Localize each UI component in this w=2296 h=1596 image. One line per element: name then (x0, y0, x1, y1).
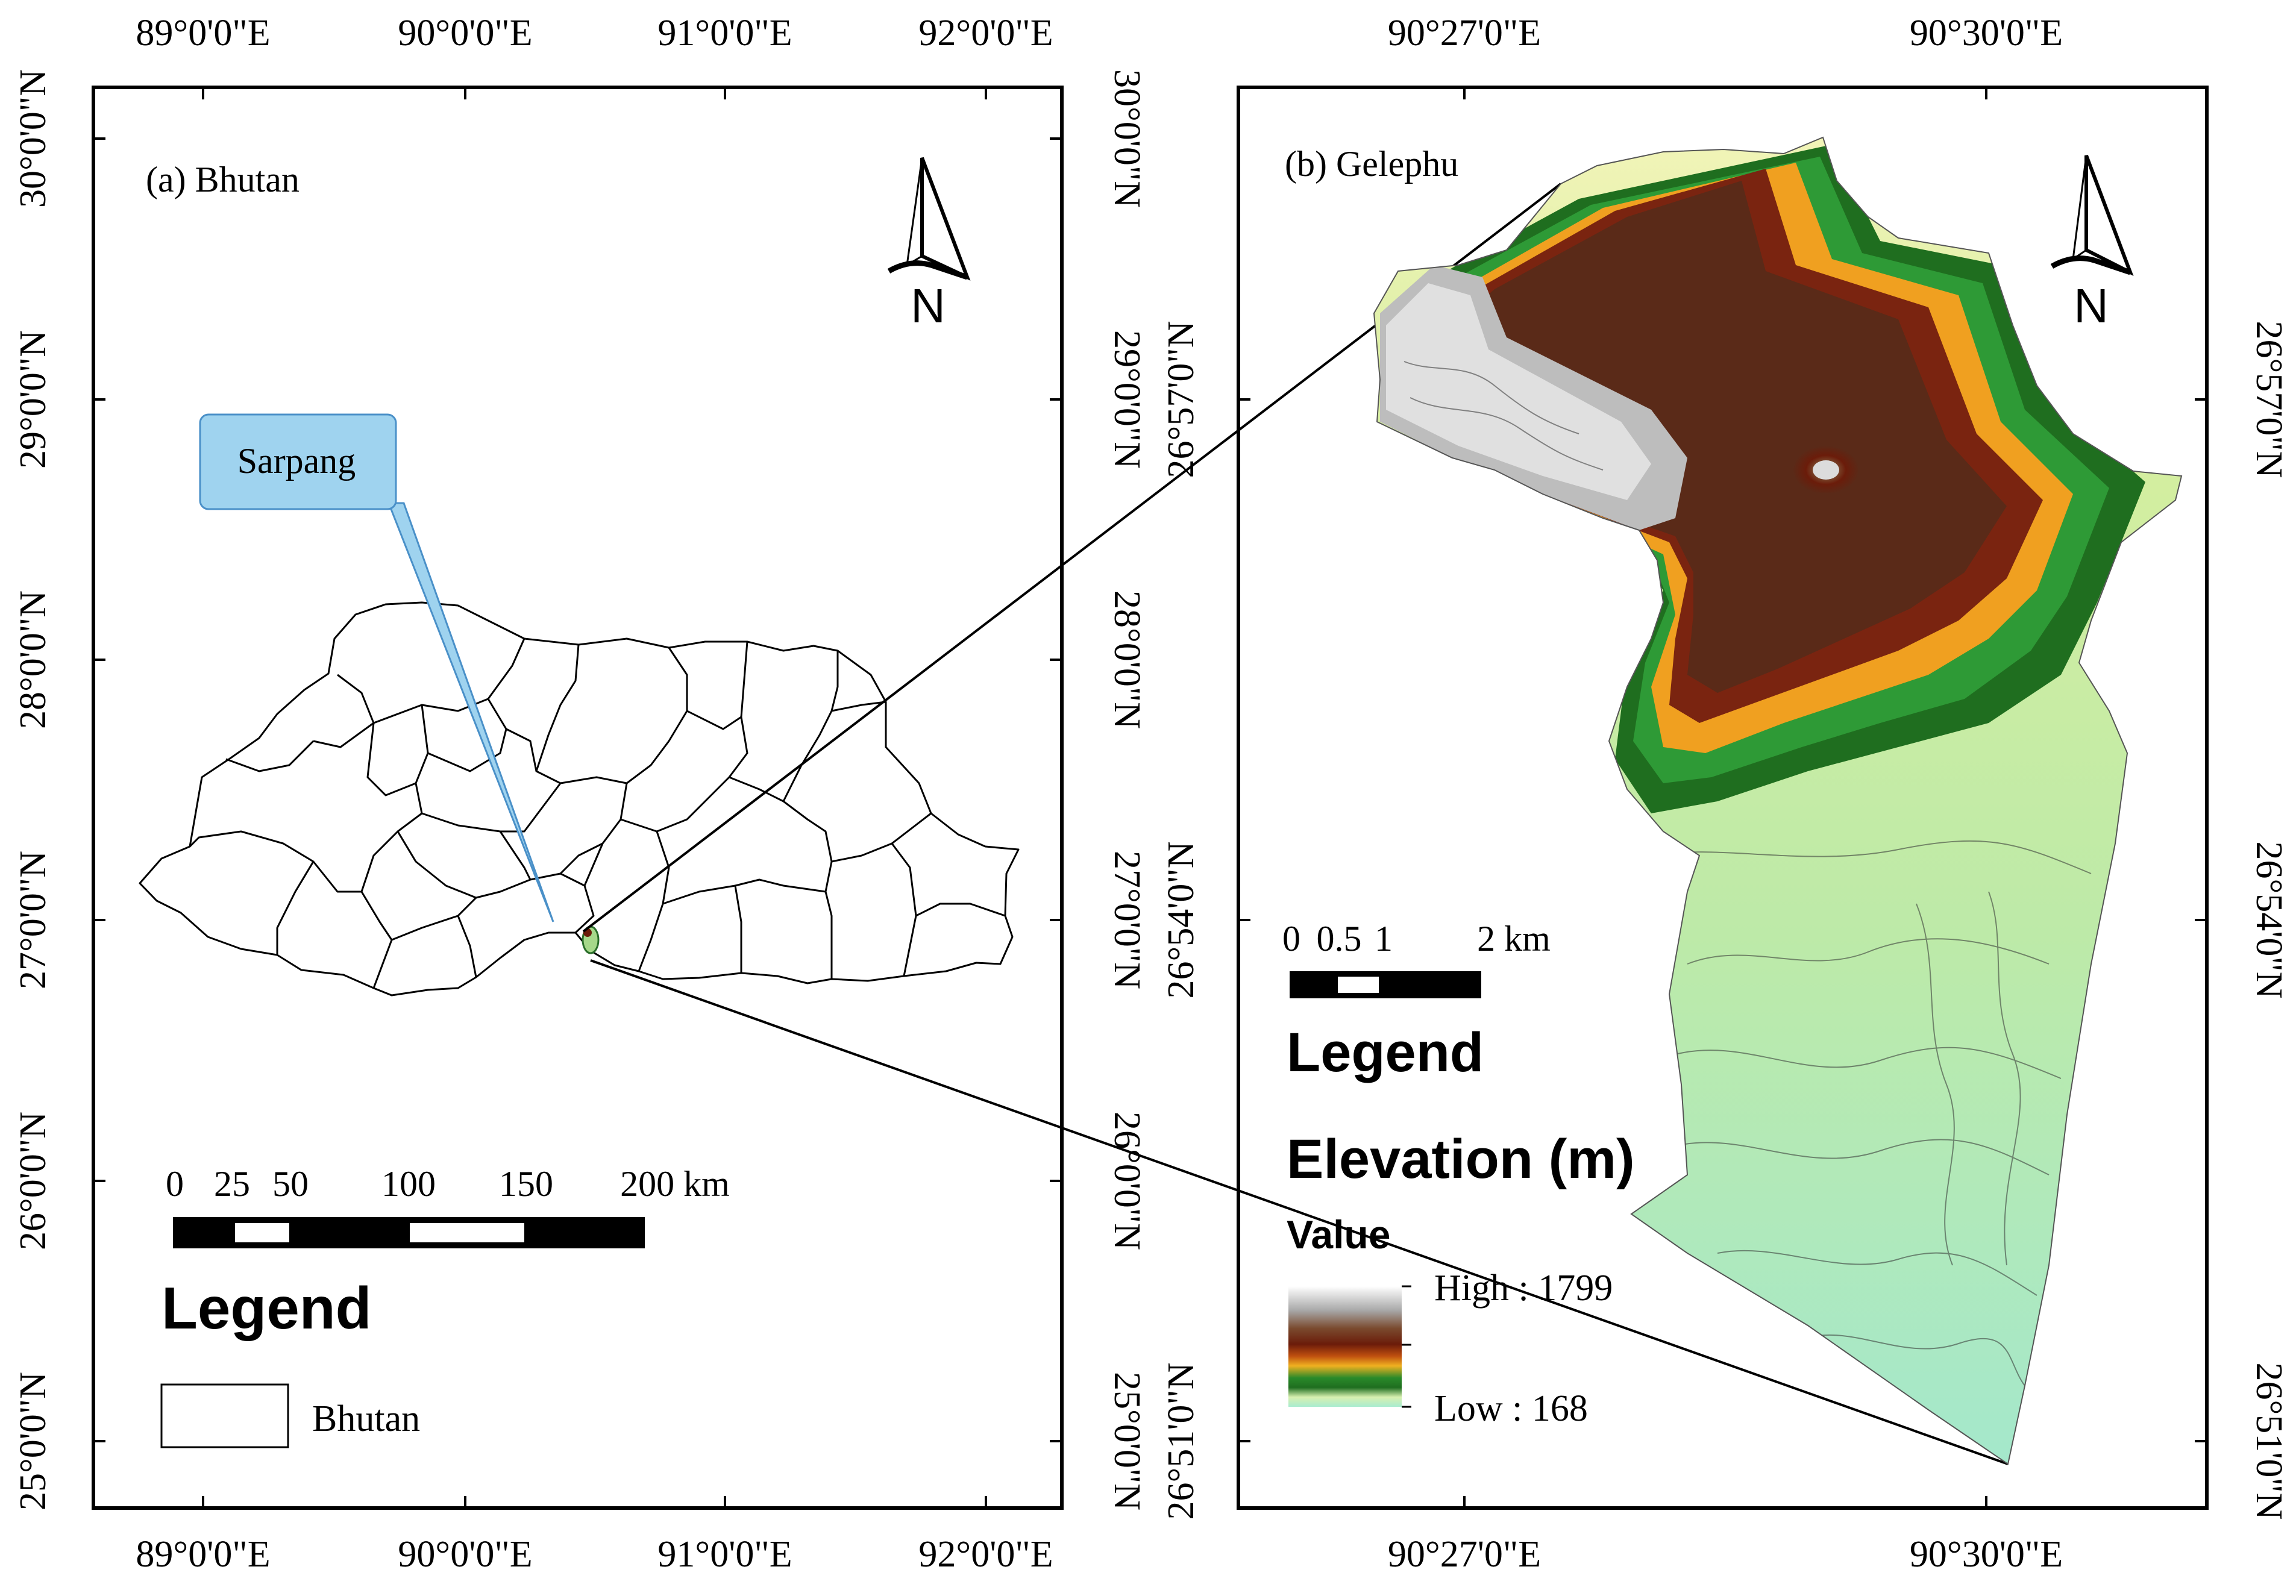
panel-a-y-tick-right: 27°0'0"N (1106, 851, 1147, 989)
panel-a-ticks (93, 87, 1062, 1508)
panel-a-x-tick-bottom: 92°0'0"E (918, 1534, 1053, 1575)
scale-label: 50 (272, 1164, 309, 1204)
contour-lines (1404, 361, 2092, 1386)
scale-label: 100 (381, 1164, 436, 1204)
panel-b-frame (1237, 86, 2209, 1510)
panel-a-title: (a) Bhutan (146, 160, 300, 199)
sarpang-callout: Sarpang (199, 413, 554, 922)
panel-b-scale-bar: 0 0.5 1 2 km (1282, 919, 1551, 998)
panel-b-y-tick-left: 26°51'0"N (1161, 1362, 1202, 1519)
panel-a-frame (92, 86, 1064, 1510)
panel-a-y-tick-right: 26°0'0"N (1106, 1112, 1147, 1250)
scale-label: 0 (166, 1164, 184, 1204)
panel-a-x-tick-top: 89°0'0"E (136, 13, 270, 54)
panel-b-x-tick-top: 90°30'0"E (1910, 13, 2063, 54)
bhutan-outline (139, 601, 1020, 997)
scale-label: 150 (499, 1164, 553, 1204)
elevation-high-label: High : 1799 (1434, 1268, 1613, 1309)
panel-a-y-tick-right: 30°0'0"N (1106, 69, 1147, 208)
panel-a-y-tick-left: 25°0'0"N (13, 1372, 54, 1510)
panel-b-x-tick-bottom: 90°27'0"E (1388, 1534, 1541, 1575)
north-arrow-icon: N (2050, 154, 2134, 333)
panel-a-y-tick-right: 29°0'0"N (1106, 330, 1147, 469)
panel-b-x-tick-bottom: 90°30'0"E (1910, 1534, 2063, 1575)
panel-a-x-tick-bottom: 91°0'0"E (657, 1534, 792, 1575)
panel-b-y-tick-right: 26°54'0"N (2248, 841, 2289, 998)
panel-a-y-tick-left: 30°0'0"N (13, 69, 54, 208)
elevation-title: Elevation (m) (1287, 1128, 1635, 1190)
panel-a-x-tick-top: 91°0'0"E (657, 13, 792, 54)
elevation-color-ramp (1288, 1286, 1402, 1407)
panel-b-legend-title: Legend (1287, 1022, 1484, 1083)
panel-b-title: (b) Gelephu (1285, 144, 1458, 184)
panel-a-y-tick-left: 28°0'0"N (13, 590, 54, 729)
scale-label: 200 km (620, 1164, 730, 1204)
elevation-low-label: Low : 168 (1434, 1388, 1588, 1429)
panel-a-x-tick-top: 92°0'0"E (918, 13, 1053, 54)
panel-a-scale-bar: 0 25 50 100 150 200 km (166, 1164, 730, 1248)
north-label: N (911, 279, 946, 333)
scale-label: 1 (1375, 919, 1393, 959)
legend-item-bhutan: Bhutan (312, 1398, 420, 1439)
panel-a-legend-title: Legend (162, 1275, 371, 1341)
panel-b-y-tick-right: 26°51'0"N (2248, 1362, 2289, 1519)
panel-a-x-tick-bottom: 89°0'0"E (136, 1534, 270, 1575)
panel-b-y-tick-left: 26°54'0"N (1161, 841, 1202, 998)
north-arrow-icon: N (887, 157, 971, 333)
panel-b: 90°27'0"E 90°30'0"E 90°27'0"E 90°30'0"E … (1161, 13, 2289, 1575)
panel-a-y-tick-left: 27°0'0"N (13, 851, 54, 989)
legend-swatch-bhutan (160, 1383, 289, 1448)
scale-label: 2 km (1477, 919, 1551, 959)
scale-label: 0.5 (1317, 919, 1362, 959)
panel-a-y-tick-left: 26°0'0"N (13, 1112, 54, 1250)
panel-a-y-tick-right: 28°0'0"N (1106, 590, 1147, 729)
panel-b-ticks (1238, 87, 2207, 1508)
panel-a-x-tick-top: 90°0'0"E (398, 13, 532, 54)
panel-b-y-tick-left: 26°57'0"N (1161, 321, 1202, 478)
north-label: N (2074, 279, 2109, 333)
panel-a-y-tick-left: 29°0'0"N (13, 330, 54, 469)
panel-a-x-tick-bottom: 90°0'0"E (398, 1534, 532, 1575)
bhutan-district-map (139, 601, 1020, 997)
scale-label: 0 (1282, 919, 1300, 959)
sarpang-label: Sarpang (237, 441, 356, 481)
value-label: Value (1287, 1212, 1390, 1257)
panel-a-y-tick-right: 25°0'0"N (1106, 1372, 1147, 1510)
panel-b-y-tick-right: 26°57'0"N (2248, 321, 2289, 478)
panel-b-x-tick-top: 90°27'0"E (1388, 13, 1541, 54)
panel-a: 89°0'0"E 90°0'0"E 91°0'0"E 92°0'0"E 89°0… (13, 13, 1147, 1575)
scale-label: 25 (214, 1164, 250, 1204)
